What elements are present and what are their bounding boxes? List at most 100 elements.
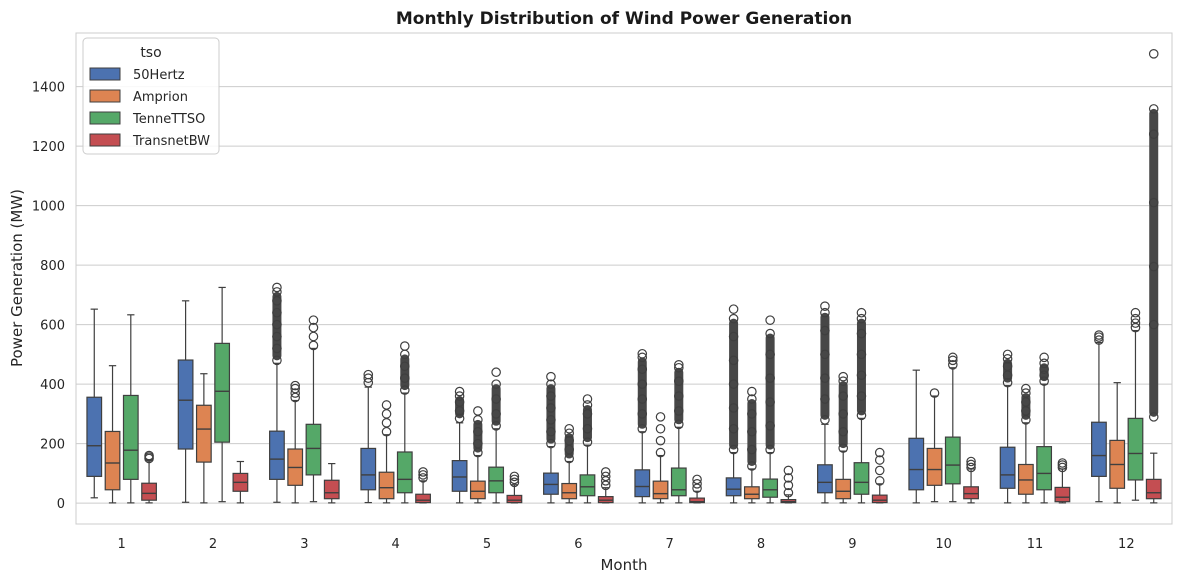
outlier-point xyxy=(747,394,757,404)
outlier-point xyxy=(728,423,739,434)
outlier-point xyxy=(546,438,556,449)
outlier-point xyxy=(582,423,593,434)
outlier-point xyxy=(473,438,483,449)
box-iqr xyxy=(817,464,833,494)
outlier-point xyxy=(856,313,867,324)
outlier-point xyxy=(600,471,611,482)
x-tick-label: 8 xyxy=(757,537,765,552)
outlier-point xyxy=(637,352,648,363)
outlier-point xyxy=(856,307,867,318)
chart-title: Monthly Distribution of Wind Power Gener… xyxy=(396,9,852,29)
box-tennettso-month-5 xyxy=(488,367,505,504)
box-transnetbw-month-8 xyxy=(780,465,797,504)
box-tennettso-month-10 xyxy=(944,352,961,503)
box-iqr xyxy=(579,474,596,497)
outlier-point xyxy=(765,397,775,407)
outlier-point xyxy=(564,423,574,434)
outlier-point xyxy=(856,410,867,421)
box-iqr xyxy=(670,467,687,497)
outlier-point xyxy=(856,391,867,401)
outlier-point xyxy=(966,459,976,470)
box-transnetbw-month-10 xyxy=(963,456,979,504)
outlier-point xyxy=(856,370,867,381)
outlier-cluster xyxy=(272,291,282,361)
outlier-point xyxy=(820,373,830,383)
legend-swatch xyxy=(89,89,121,103)
outlier-point xyxy=(673,406,684,416)
outlier-point xyxy=(856,349,867,360)
outlier-point xyxy=(491,420,501,431)
box-tennettso-month-9 xyxy=(853,307,870,504)
outlier-point xyxy=(820,301,830,311)
box-iqr xyxy=(944,436,961,485)
box-amprion-month-8 xyxy=(743,386,760,504)
box-50hertz-month-9 xyxy=(817,301,833,504)
outlier-point xyxy=(1039,364,1049,375)
box-amprion-month-4 xyxy=(378,400,395,504)
outlier-cluster xyxy=(765,333,775,450)
outlier-point xyxy=(820,349,830,360)
outlier-point xyxy=(1148,129,1159,139)
outlier-point xyxy=(838,426,848,437)
box-amprion-month-1 xyxy=(104,365,121,504)
outlier-point xyxy=(582,437,593,447)
outlier-point xyxy=(637,409,648,419)
outlier-point xyxy=(491,394,501,404)
outlier-point xyxy=(272,282,282,293)
outlier-point xyxy=(728,379,739,389)
outlier-point xyxy=(655,447,666,458)
outlier-cluster xyxy=(747,399,757,466)
outlier-point xyxy=(783,480,794,491)
outlier-point xyxy=(692,479,702,489)
outlier-point xyxy=(783,487,794,498)
legend-swatch xyxy=(89,67,121,81)
outlier-point xyxy=(491,409,501,419)
outlier-cluster xyxy=(856,318,866,416)
outlier-point xyxy=(1057,462,1068,473)
legend-label: Amprion xyxy=(133,90,188,105)
box-iqr xyxy=(305,423,322,476)
x-tick-label: 6 xyxy=(574,537,582,552)
outlier-point xyxy=(765,349,775,360)
outlier-cluster xyxy=(729,318,739,450)
box-tennettso-month-8 xyxy=(762,315,779,504)
outlier-cluster xyxy=(674,367,684,425)
outlier-point xyxy=(838,376,848,386)
box-iqr xyxy=(469,480,486,500)
box-iqr xyxy=(743,486,760,500)
outlier-cluster xyxy=(400,354,410,391)
box-iqr xyxy=(415,493,431,504)
box-iqr xyxy=(1145,478,1162,500)
outlier-point xyxy=(747,461,757,471)
x-tick-label: 3 xyxy=(300,537,308,552)
box-iqr xyxy=(762,478,779,498)
outlier-cluster xyxy=(1039,363,1049,382)
outlier-point xyxy=(546,403,556,413)
y-tick-labels: 0 200 400 600 800 1000 1200 1400 xyxy=(32,81,65,513)
outlier-cluster xyxy=(546,384,556,444)
outlier-point xyxy=(308,322,319,333)
outlier-point xyxy=(1148,197,1159,208)
legend-frame xyxy=(82,37,220,155)
outlier-point xyxy=(673,376,684,386)
outlier-point xyxy=(582,400,593,410)
box-tennettso-month-4 xyxy=(396,341,413,504)
box-50hertz-month-7 xyxy=(634,348,651,504)
outlier-point xyxy=(509,474,520,485)
outlier-point xyxy=(399,385,410,395)
box-iqr xyxy=(360,447,377,491)
outlier-point xyxy=(564,428,574,439)
outlier-point xyxy=(1130,313,1141,324)
y-tick-label: 0 xyxy=(57,497,65,512)
box-50hertz-month-4 xyxy=(360,369,377,504)
outlier-point xyxy=(418,467,428,477)
box-tennettso-month-12 xyxy=(1127,307,1144,501)
x-tick-label: 4 xyxy=(392,537,400,552)
outlier-point xyxy=(765,328,775,339)
outlier-point xyxy=(399,341,410,351)
x-tick-label: 9 xyxy=(848,537,856,552)
box-50hertz-month-3 xyxy=(269,282,285,503)
outlier-point xyxy=(673,391,684,401)
box-iqr xyxy=(999,446,1016,489)
